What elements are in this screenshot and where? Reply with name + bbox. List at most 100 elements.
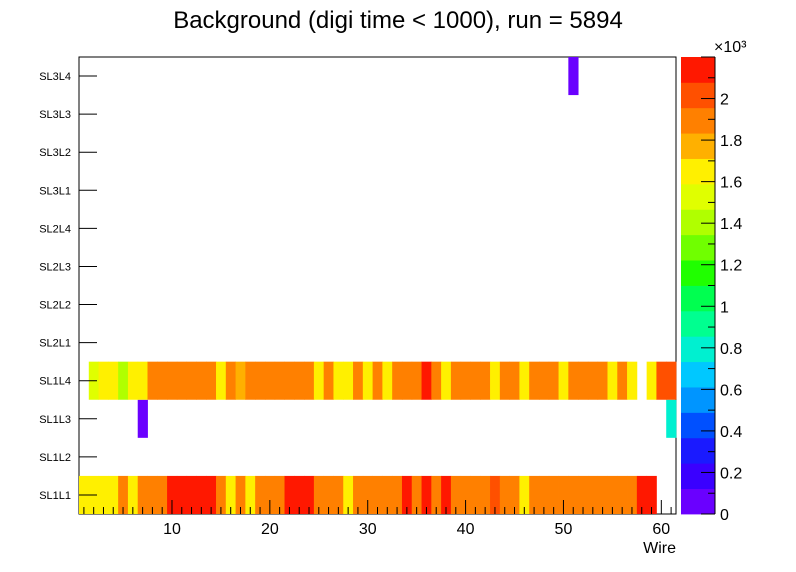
heatmap-cell [245, 475, 256, 514]
heatmap-cell [382, 361, 393, 400]
heatmap-cell [558, 361, 569, 400]
heatmap-cell [137, 399, 148, 438]
heatmap-cell [597, 361, 608, 400]
heatmap-cell [470, 475, 481, 514]
heatmap-cell [186, 475, 197, 514]
heatmap-cell [519, 475, 530, 514]
heatmap-cell [362, 475, 374, 514]
heatmap-cell [460, 475, 471, 514]
plot-frame [78, 56, 677, 515]
heatmap-cell [529, 361, 540, 400]
heatmap-cell [431, 361, 442, 400]
heatmap-cell [225, 361, 236, 400]
heatmap-cell [147, 361, 158, 400]
heatmap-cell [157, 361, 168, 400]
heatmap-cell [353, 475, 364, 514]
color-scale-swatch [681, 285, 715, 312]
heatmap-cell [362, 361, 374, 400]
heatmap-cell [98, 475, 109, 514]
heatmap-cell [480, 475, 491, 514]
heatmap-cell [147, 475, 158, 514]
y-tick-label: SL1L4 [39, 376, 71, 388]
heatmap-cell [284, 361, 295, 400]
color-scale-swatch [681, 463, 715, 490]
heatmap-cell [587, 475, 599, 514]
y-tick-label: SL3L3 [39, 109, 71, 121]
heatmap-cell [509, 361, 520, 400]
z-tick-label: 1.2 [720, 258, 742, 275]
heatmap-cell [264, 475, 276, 514]
z-tick-label: 0.4 [720, 424, 742, 441]
heatmap-cell [235, 361, 246, 400]
heatmap-cell [646, 475, 657, 514]
heatmap-cell [313, 475, 325, 514]
heatmap-cell [607, 475, 618, 514]
heatmap-cell [411, 475, 422, 514]
heatmap-cell [568, 361, 579, 400]
heatmap-cell [499, 361, 511, 400]
heatmap-cell [323, 475, 334, 514]
y-tick-label: SL3L4 [39, 71, 71, 83]
heatmap-cell [255, 475, 266, 514]
heatmap-cell [490, 361, 501, 400]
heatmap-cell [245, 361, 256, 400]
color-scale-swatch [681, 488, 715, 515]
heatmap-cell [353, 361, 364, 400]
heatmap-cell [441, 475, 452, 514]
heatmap-cell [196, 361, 207, 400]
chart-title: Background (digi time < 1000), run = 589… [173, 7, 623, 34]
heatmap-cell [274, 361, 285, 400]
heatmap-cell [323, 361, 334, 400]
x-tick-label: 30 [359, 521, 377, 538]
heatmap-cell [372, 475, 383, 514]
heatmap-cell [538, 475, 550, 514]
heatmap-cell [108, 475, 119, 514]
x-tick-label: 40 [457, 521, 475, 538]
y-tick-label: SL2L3 [39, 261, 71, 273]
color-scale-swatch [681, 57, 715, 83]
color-scale-swatch [681, 183, 715, 210]
heatmap-cell [509, 475, 520, 514]
heatmap-cell [421, 475, 432, 514]
heatmap-cell [98, 361, 109, 400]
heatmap-cell [568, 57, 579, 96]
heatmap-cell [646, 361, 657, 400]
heatmap-cell [157, 475, 168, 514]
heatmap-cell [480, 361, 491, 400]
heatmap-cells [79, 57, 677, 514]
color-scale-swatch [681, 82, 715, 109]
heatmap-cell [235, 475, 246, 514]
heatmap-cell [460, 361, 471, 400]
y-tick-label: SL1L2 [39, 452, 71, 464]
heatmap-cell [343, 361, 354, 400]
z-tick-label: 1 [720, 299, 729, 316]
y-tick-label: SL3L1 [39, 185, 71, 197]
heatmap-cell [490, 475, 501, 514]
heatmap-cell [499, 475, 511, 514]
heatmap-cell [568, 475, 579, 514]
x-tick-label: 10 [163, 521, 181, 538]
y-tick-label: SL2L4 [39, 223, 71, 235]
x-axis-label: Wire [643, 540, 676, 557]
heatmap-cell [470, 361, 481, 400]
heatmap-cell [206, 475, 217, 514]
heatmap-cell [137, 475, 148, 514]
heatmap-cell [607, 361, 618, 400]
z-tick-label: 1.4 [720, 216, 742, 233]
heatmap-cell [627, 475, 638, 514]
heatmap-cell [186, 361, 197, 400]
color-scale-swatch [681, 133, 715, 159]
heatmap-cell [587, 361, 599, 400]
heatmap-cell [382, 475, 393, 514]
color-scale-swatch [681, 209, 715, 236]
y-tick-label: SL2L1 [39, 338, 71, 350]
heatmap-cell [450, 361, 462, 400]
heatmap-cell [578, 361, 589, 400]
heatmap-cell [206, 361, 217, 400]
heatmap-cell [401, 361, 413, 400]
heatmap-cell [666, 361, 677, 400]
heatmap-cell [431, 475, 442, 514]
heatmap-cell [167, 475, 178, 514]
heatmap-cell [450, 475, 462, 514]
